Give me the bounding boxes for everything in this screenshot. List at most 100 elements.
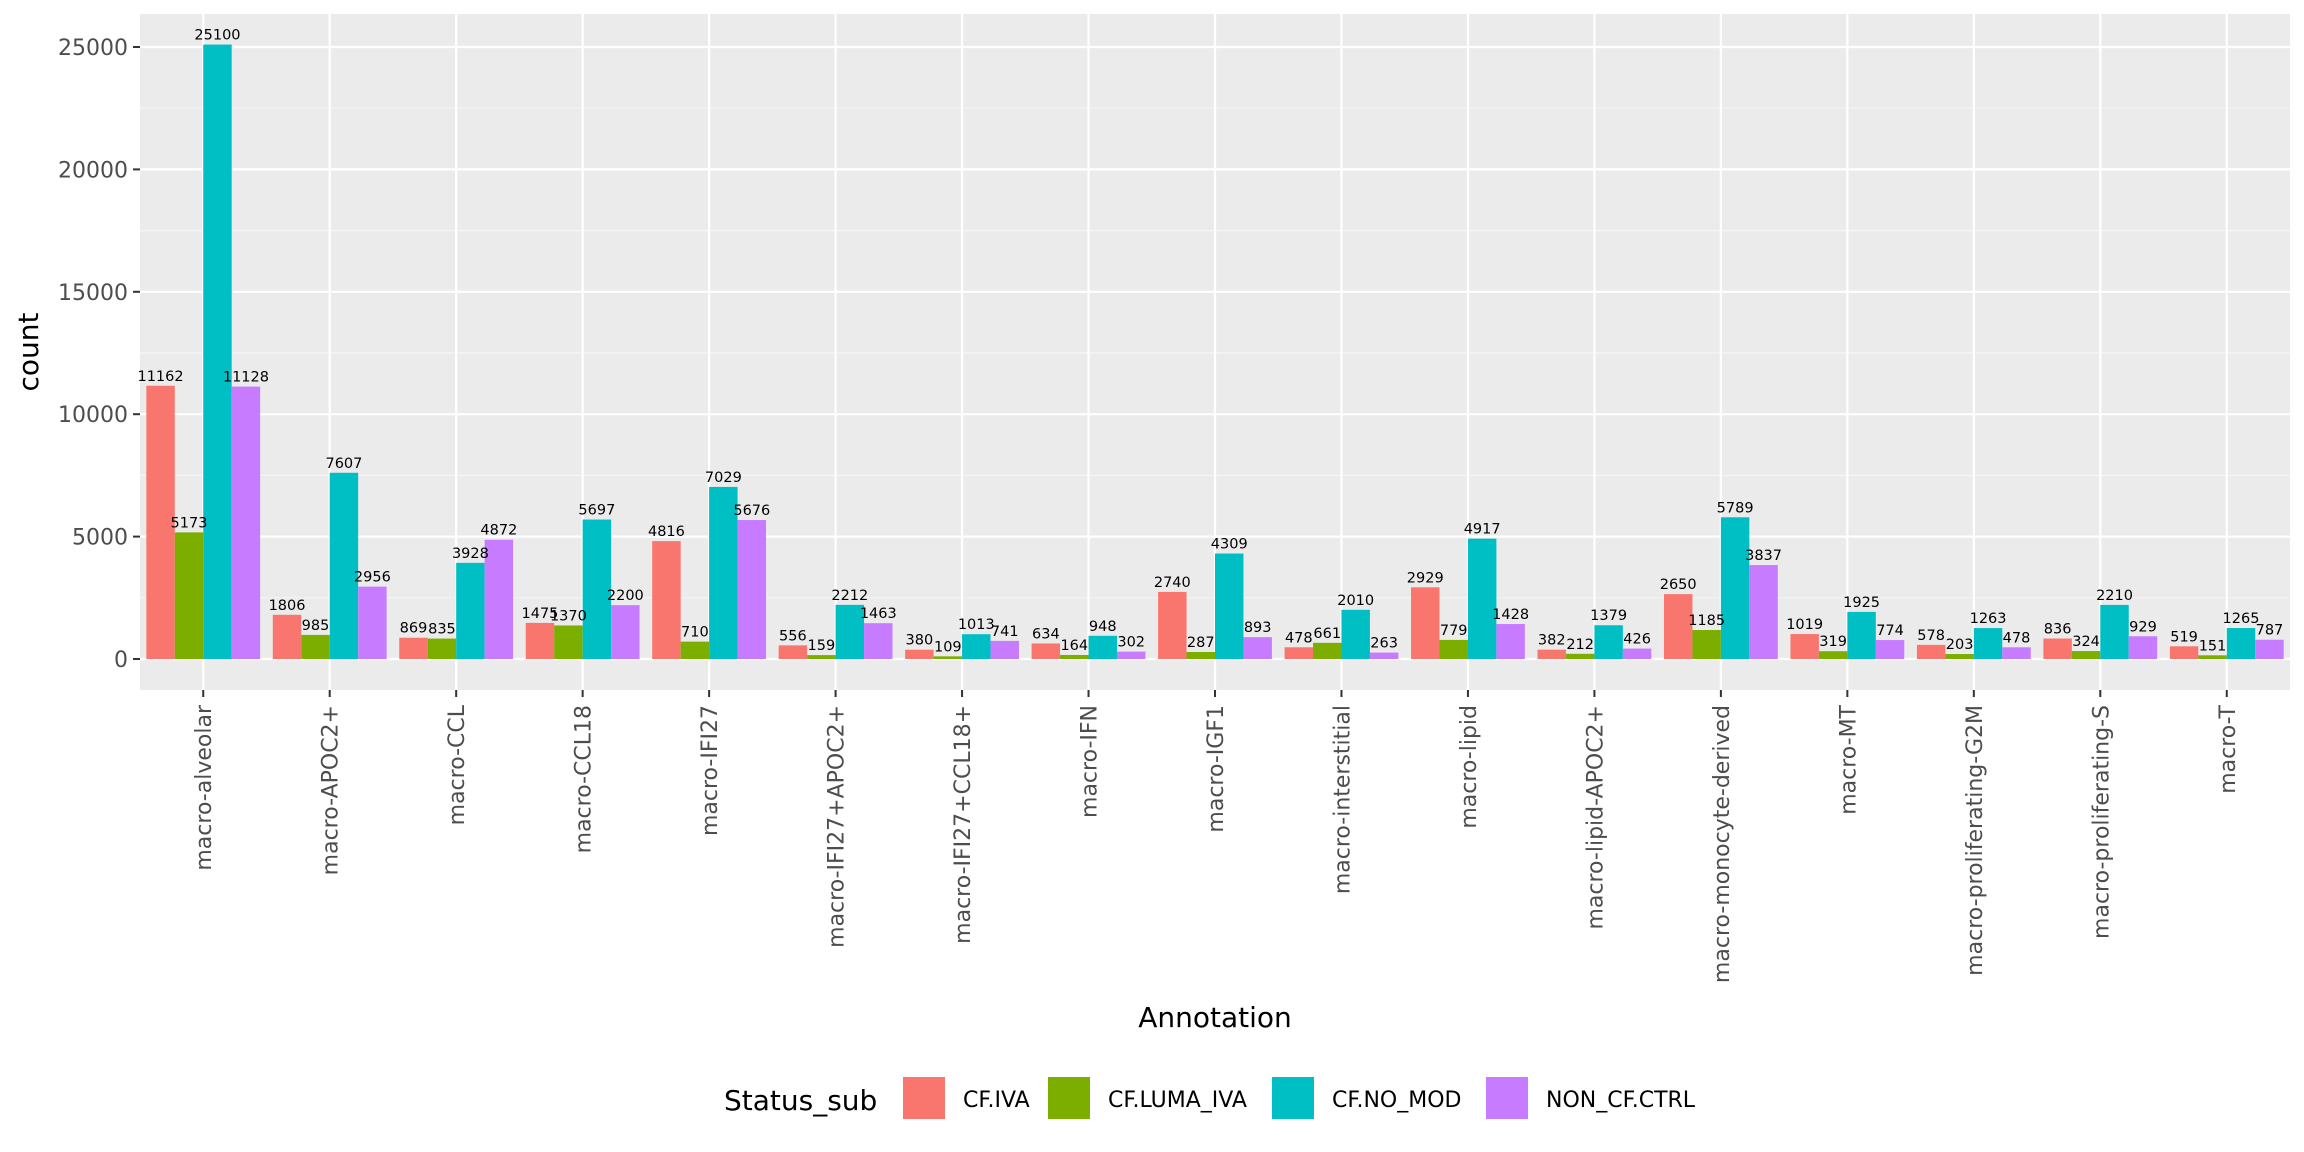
bar-cf-iva (1158, 591, 1187, 659)
value-label: 2010 (1337, 593, 1374, 609)
legend-label: CF.LUMA_IVA (1108, 1088, 1247, 1113)
value-label: 2200 (607, 588, 644, 604)
x-tick-label: macro-lipid-APOC2+ (1583, 705, 1608, 930)
x-tick-label: macro-IFI27 (698, 705, 723, 836)
x-tick-label: macro-monocyte-derived (1710, 705, 1735, 983)
bar-non-cf-ctrl (1116, 651, 1146, 659)
bar-non-cf-ctrl (1622, 648, 1652, 659)
bar-non-cf-ctrl (1875, 640, 1905, 659)
bar-cf-no-mod (456, 562, 485, 659)
bar-cf-no-mod (2100, 604, 2129, 659)
bar-cf-luma-iva (807, 655, 836, 659)
value-label: 1185 (1688, 613, 1725, 629)
value-label: 4917 (1464, 522, 1501, 538)
x-tick-label: macro-IFN (1078, 705, 1103, 818)
bar-non-cf-ctrl (1749, 565, 1778, 659)
value-label: 11162 (137, 369, 183, 385)
y-tick-label: 15000 (58, 281, 128, 306)
value-label: 1463 (860, 606, 897, 622)
bar-cf-luma-iva (1313, 642, 1342, 659)
value-label: 741 (991, 624, 1019, 640)
bar-cf-luma-iva (933, 656, 963, 659)
y-tick-label: 0 (114, 648, 128, 673)
bar-cf-iva (2169, 646, 2199, 659)
x-tick-label: macro-alveolar (192, 704, 217, 871)
value-label: 836 (2044, 622, 2072, 638)
legend: Status_sub CF.IVA CF.LUMA_IVA CF.NO_MOD NON… (724, 1077, 1696, 1119)
value-label: 556 (779, 628, 807, 644)
bar-cf-no-mod (1720, 517, 1750, 659)
x-axis: macro-alveolar macro-APOC2+ macro-CCL macro… (192, 690, 2241, 983)
value-label: 5697 (578, 503, 615, 519)
value-label: 1013 (958, 617, 995, 633)
value-label: 1925 (1843, 595, 1880, 611)
bar-non-cf-ctrl (1369, 652, 1399, 659)
bar-cf-luma-iva (1565, 653, 1595, 659)
bar-non-cf-ctrl (611, 605, 640, 659)
legend-title: Status_sub (724, 1084, 877, 1117)
value-label: 1019 (1786, 617, 1823, 633)
value-label: 478 (1285, 630, 1313, 646)
value-label: 382 (1538, 633, 1566, 649)
bar-cf-iva (2043, 638, 2072, 659)
legend-label: CF.NO_MOD (1332, 1088, 1462, 1113)
bar-cf-iva (1411, 587, 1440, 659)
x-tick-label: macro-IFI27+APOC2+ (825, 705, 850, 948)
bar-cf-no-mod (1594, 625, 1623, 659)
value-label: 263 (1370, 636, 1398, 652)
x-tick-label: macro-proliferating-S (2089, 705, 2114, 939)
legend-key-cf-no-mod (1272, 1077, 1314, 1119)
value-label: 1379 (1590, 608, 1627, 624)
bar-non-cf-ctrl (864, 623, 893, 659)
bar-non-cf-ctrl (1496, 624, 1525, 659)
legend-label: CF.IVA (963, 1088, 1030, 1113)
bar-cf-no-mod (1847, 611, 1876, 659)
bar-cf-iva (525, 622, 555, 659)
value-label: 2740 (1154, 575, 1191, 591)
bar-cf-luma-iva (1186, 651, 1215, 659)
value-label: 1370 (550, 608, 587, 624)
bar-cf-no-mod (582, 519, 612, 659)
x-tick-label: macro-lipid (1457, 705, 1482, 829)
value-label: 426 (1623, 632, 1651, 648)
value-label: 929 (2129, 619, 2157, 635)
value-label: 203 (1946, 637, 1974, 653)
value-label: 519 (2170, 629, 2198, 645)
x-tick-label: macro-IFI27+CCL18+ (951, 705, 976, 944)
bar-cf-no-mod (1215, 553, 1244, 659)
bar-non-cf-ctrl (1243, 637, 1272, 659)
value-label: 3837 (1745, 548, 1782, 564)
bar-cf-iva (1537, 649, 1566, 659)
value-label: 774 (1876, 623, 1904, 639)
value-label: 151 (2199, 638, 2227, 654)
value-label: 5789 (1717, 500, 1754, 516)
bar-cf-no-mod (835, 604, 865, 659)
value-label: 25100 (194, 28, 240, 44)
bar-cf-luma-iva (2198, 655, 2227, 659)
value-label: 5676 (733, 503, 770, 519)
value-label: 212 (1566, 637, 1594, 653)
value-label: 109 (934, 639, 962, 655)
bar-cf-luma-iva (1060, 654, 1089, 659)
y-tick-label: 5000 (72, 526, 128, 551)
value-label: 4309 (1211, 537, 1248, 553)
value-label: 985 (302, 618, 330, 634)
y-tick-label: 25000 (58, 36, 128, 61)
value-label: 1263 (1970, 611, 2007, 627)
bar-cf-iva (1790, 634, 1819, 659)
value-label: 287 (1187, 635, 1215, 651)
value-label: 835 (428, 622, 456, 638)
value-label: 4816 (648, 524, 685, 540)
value-label: 1428 (1492, 607, 1529, 623)
value-labels: 11162 5173 25100 11128 1806 985 7607 2956 869 835… (137, 28, 2283, 656)
value-label: 5173 (171, 515, 208, 531)
bar-cf-luma-iva (680, 641, 710, 659)
y-axis-title: count (12, 312, 45, 391)
value-label: 159 (808, 638, 836, 654)
bar-cf-iva (1916, 644, 1946, 659)
bar-cf-iva (905, 649, 934, 659)
bar-cf-luma-iva (301, 634, 330, 659)
legend-key-cf-luma-iva (1048, 1077, 1090, 1119)
x-axis-title: Annotation (1138, 1001, 1292, 1034)
value-label: 1265 (2223, 611, 2260, 627)
